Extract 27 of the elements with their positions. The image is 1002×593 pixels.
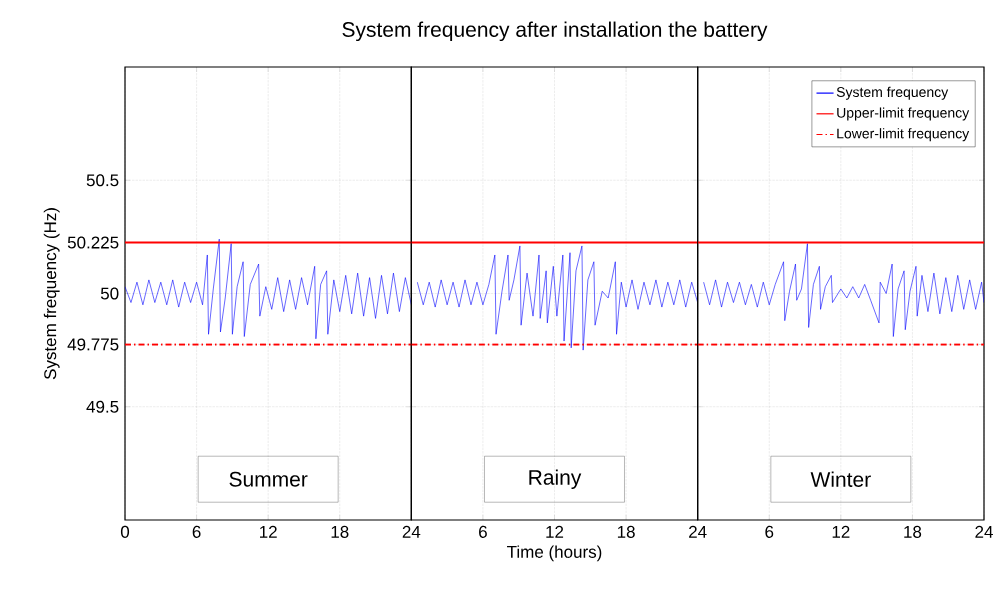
y-tick-label: 50.5 bbox=[86, 174, 119, 187]
annotation: Rainy bbox=[529, 469, 582, 490]
x-axis-title: Time (hours) bbox=[507, 545, 602, 562]
x-tick-label: 18 bbox=[904, 525, 922, 538]
chart-title: System frequency after installation the battery bbox=[342, 21, 768, 42]
annotation: Winter bbox=[810, 471, 871, 487]
y-tick-label: 50.225 bbox=[67, 236, 119, 249]
x-tick-label: 18 bbox=[617, 525, 635, 538]
legend-label: System frequency bbox=[836, 86, 949, 100]
x-tick-label: 12 bbox=[832, 525, 850, 538]
x-tick-label: 12 bbox=[546, 525, 564, 538]
y-tick-label: 49.775 bbox=[67, 338, 119, 351]
x-tick-label: 24 bbox=[975, 525, 993, 538]
x-tick-label: 6 bbox=[479, 525, 487, 538]
x-tick-label: 18 bbox=[331, 525, 349, 538]
y-axis-title: System frequency (Hz) bbox=[43, 208, 60, 380]
legend-label: Upper-limit frequency bbox=[837, 107, 970, 121]
annotation: Summer bbox=[229, 471, 308, 487]
x-tick-label: 24 bbox=[689, 525, 707, 538]
x-tick-label: 24 bbox=[402, 525, 421, 538]
x-tick-label: 0 bbox=[120, 525, 130, 538]
legend-label: Lower-limit frequency bbox=[837, 128, 970, 142]
y-tick-label: 49.5 bbox=[86, 400, 119, 413]
y-tick-label: 50 bbox=[100, 287, 119, 300]
x-tick-label: 6 bbox=[192, 525, 201, 538]
x-tick-label: 6 bbox=[765, 525, 774, 538]
x-tick-label: 12 bbox=[260, 525, 277, 538]
